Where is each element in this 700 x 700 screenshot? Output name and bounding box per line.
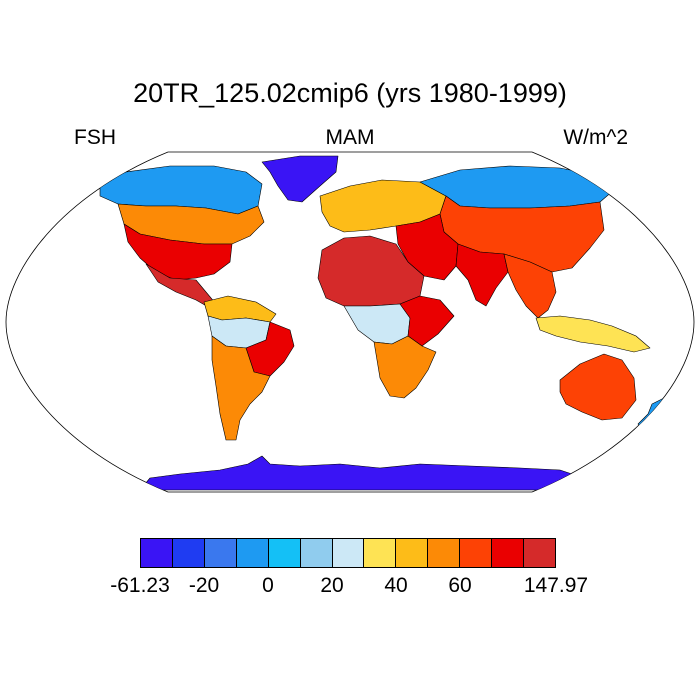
colorbar-label: 147.97 — [523, 574, 589, 597]
colorbar-label: 40 — [384, 574, 408, 597]
region-southeast-asia — [503, 253, 557, 319]
colorbar-box — [396, 539, 429, 567]
colorbar — [140, 538, 556, 568]
colorbar-box — [172, 539, 205, 567]
map-title: 20TR_125.02cmip6 (yrs 1980-1999) — [133, 78, 567, 108]
colorbar-box — [428, 539, 461, 567]
season-label: MAM — [325, 126, 375, 149]
units-label: W/m^2 — [563, 126, 628, 149]
colorbar-box — [268, 539, 301, 567]
region-south-america-south — [211, 335, 271, 441]
colorbar-box — [204, 539, 237, 567]
colorbar-label: 20 — [320, 574, 344, 597]
colorbar-box — [524, 539, 555, 567]
colorbar-box — [300, 539, 333, 567]
colorbar-box — [332, 539, 365, 567]
colorbar-label: -61.23 — [110, 574, 170, 597]
colorbar-box — [460, 539, 493, 567]
region-east-africa — [399, 295, 455, 347]
region-indonesia — [535, 315, 651, 353]
colorbar-label: -20 — [188, 574, 220, 597]
region-north-america-south — [123, 223, 233, 281]
region-antarctica — [139, 455, 579, 491]
colorbar-box — [492, 539, 525, 567]
region-southern-africa — [373, 335, 437, 399]
colorbar-box — [364, 539, 397, 567]
region-australia — [559, 353, 637, 421]
colorbar-label: 60 — [448, 574, 472, 597]
region-india — [455, 243, 509, 307]
colorbar-box — [236, 539, 269, 567]
colorbar-box — [141, 539, 173, 567]
variable-label: FSH — [74, 126, 116, 149]
region-greenland — [261, 155, 339, 203]
colorbar-label: 0 — [262, 574, 274, 597]
